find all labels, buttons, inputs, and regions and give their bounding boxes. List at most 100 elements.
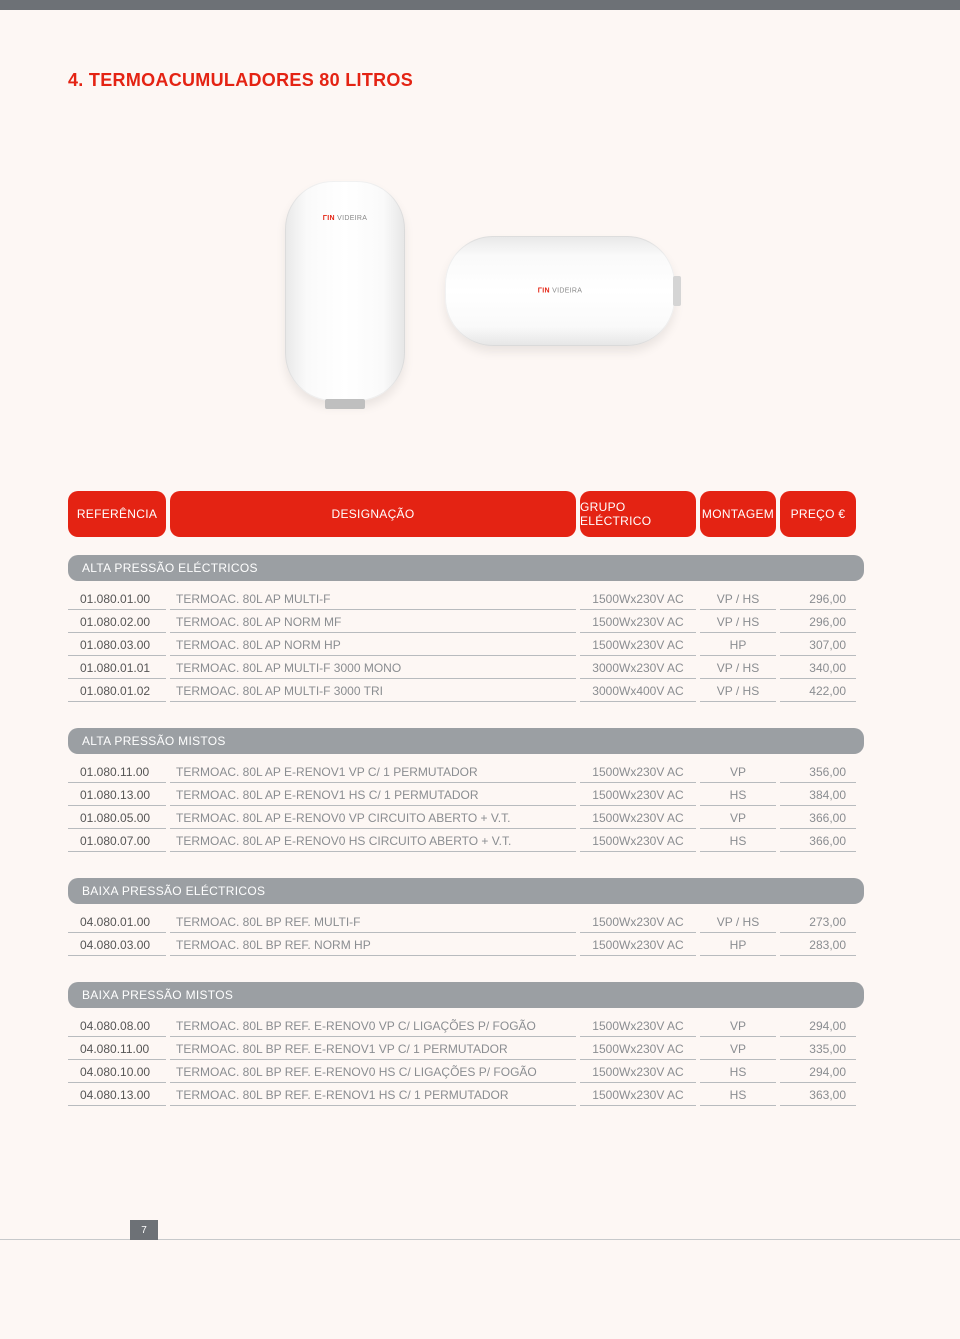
cell-grupo: 1500Wx230V AC (580, 829, 696, 852)
cell-preco: 363,00 (780, 1083, 856, 1106)
cell-montagem: HP (700, 933, 776, 956)
section-block: ALTA PRESSÃO ELÉCTRICOS01.080.01.00TERMO… (68, 555, 892, 702)
cell-montagem: VP / HS (700, 656, 776, 679)
page-content: 4. TERMOACUMULADORES 80 LITROS ΓΙΝ VIDEI… (0, 10, 960, 1106)
cell-referencia: 01.080.01.01 (68, 656, 166, 679)
page-number: 7 (130, 1220, 158, 1240)
table-row: 01.080.01.00TERMOAC. 80L AP MULTI-F1500W… (68, 587, 892, 610)
sections-container: ALTA PRESSÃO ELÉCTRICOS01.080.01.00TERMO… (68, 555, 892, 1106)
cell-montagem: HP (700, 633, 776, 656)
cell-montagem: VP (700, 1037, 776, 1060)
header-grupo: GRUPO ELÉCTRICO (580, 491, 696, 537)
cell-grupo: 1500Wx230V AC (580, 633, 696, 656)
table-row: 01.080.01.02TERMOAC. 80L AP MULTI-F 3000… (68, 679, 892, 702)
cell-designacao: TERMOAC. 80L BP REF. NORM HP (170, 933, 576, 956)
brand-name: VIDEIRA (337, 215, 367, 222)
cell-preco: 366,00 (780, 806, 856, 829)
cell-montagem: HS (700, 1060, 776, 1083)
cell-designacao: TERMOAC. 80L AP MULTI-F 3000 MONO (170, 656, 576, 679)
cell-preco: 422,00 (780, 679, 856, 702)
column-headers: REFERÊNCIA DESIGNAÇÃO GRUPO ELÉCTRICO MO… (68, 491, 892, 537)
table-row: 01.080.01.01TERMOAC. 80L AP MULTI-F 3000… (68, 656, 892, 679)
table-row: 04.080.03.00TERMOAC. 80L BP REF. NORM HP… (68, 933, 892, 956)
table-row: 01.080.13.00TERMOAC. 80L AP E-RENOV1 HS … (68, 783, 892, 806)
cell-montagem: VP (700, 806, 776, 829)
cell-grupo: 1500Wx230V AC (580, 1037, 696, 1060)
cell-preco: 356,00 (780, 760, 856, 783)
table-row: 04.080.11.00TERMOAC. 80L BP REF. E-RENOV… (68, 1037, 892, 1060)
cell-referencia: 01.080.02.00 (68, 610, 166, 633)
cell-montagem: HS (700, 783, 776, 806)
cell-designacao: TERMOAC. 80L AP MULTI-F (170, 587, 576, 610)
section-header: BAIXA PRESSÃO ELÉCTRICOS (68, 878, 864, 904)
cell-preco: 294,00 (780, 1014, 856, 1037)
cell-designacao: TERMOAC. 80L AP MULTI-F 3000 TRI (170, 679, 576, 702)
cell-referencia: 01.080.01.02 (68, 679, 166, 702)
page-title: 4. TERMOACUMULADORES 80 LITROS (68, 70, 892, 91)
brand-name: VIDEIRA (552, 288, 582, 295)
table-row: 01.080.07.00TERMOAC. 80L AP E-RENOV0 HS … (68, 829, 892, 852)
table-row: 04.080.01.00TERMOAC. 80L BP REF. MULTI-F… (68, 910, 892, 933)
table-row: 01.080.02.00TERMOAC. 80L AP NORM MF1500W… (68, 610, 892, 633)
cell-montagem: HS (700, 1083, 776, 1106)
cell-referencia: 01.080.03.00 (68, 633, 166, 656)
cell-designacao: TERMOAC. 80L BP REF. MULTI-F (170, 910, 576, 933)
cell-preco: 384,00 (780, 783, 856, 806)
cell-designacao: TERMOAC. 80L AP E-RENOV1 VP C/ 1 PERMUTA… (170, 760, 576, 783)
cell-preco: 296,00 (780, 610, 856, 633)
header-referencia: REFERÊNCIA (68, 491, 166, 537)
brand-prefix: ΓΙΝ (538, 288, 550, 295)
cell-grupo: 1500Wx230V AC (580, 783, 696, 806)
section-block: BAIXA PRESSÃO MISTOS 04.080.08.00TERMOAC.… (68, 982, 892, 1106)
cell-grupo: 1500Wx230V AC (580, 806, 696, 829)
cell-preco: 307,00 (780, 633, 856, 656)
cell-grupo: 3000Wx230V AC (580, 656, 696, 679)
brand-label: ΓΙΝ VIDEIRA (323, 215, 367, 222)
cell-montagem: VP / HS (700, 610, 776, 633)
cell-montagem: VP / HS (700, 679, 776, 702)
section-block: BAIXA PRESSÃO ELÉCTRICOS 04.080.01.00TERM… (68, 878, 892, 956)
cell-referencia: 04.080.01.00 (68, 910, 166, 933)
heater-vertical-image: ΓΙΝ VIDEIRA (285, 181, 405, 401)
cell-designacao: TERMOAC. 80L BP REF. E-RENOV0 VP C/ LIGA… (170, 1014, 576, 1037)
cell-referencia: 01.080.07.00 (68, 829, 166, 852)
cell-preco: 283,00 (780, 933, 856, 956)
cell-preco: 294,00 (780, 1060, 856, 1083)
table-row: 04.080.08.00TERMOAC. 80L BP REF. E-RENOV… (68, 1014, 892, 1037)
brand-prefix: ΓΙΝ (323, 215, 335, 222)
section-header: ALTA PRESSÃO MISTOS (68, 728, 864, 754)
table-row: 01.080.03.00TERMOAC. 80L AP NORM HP1500W… (68, 633, 892, 656)
table-row: 01.080.11.00TERMOAC. 80L AP E-RENOV1 VP … (68, 760, 892, 783)
cell-designacao: TERMOAC. 80L AP NORM HP (170, 633, 576, 656)
cell-montagem: VP / HS (700, 587, 776, 610)
section-header: BAIXA PRESSÃO MISTOS (68, 982, 864, 1008)
table-row: 04.080.13.00TERMOAC. 80L BP REF. E-RENOV… (68, 1083, 892, 1106)
cell-referencia: 01.080.05.00 (68, 806, 166, 829)
cell-referencia: 04.080.10.00 (68, 1060, 166, 1083)
cell-montagem: VP (700, 760, 776, 783)
cell-preco: 340,00 (780, 656, 856, 679)
header-montagem: MONTAGEM (700, 491, 776, 537)
heater-horizontal-image: ΓΙΝ VIDEIRA (445, 236, 675, 346)
cell-grupo: 1500Wx230V AC (580, 760, 696, 783)
cell-montagem: VP / HS (700, 910, 776, 933)
brand-label: ΓΙΝ VIDEIRA (538, 288, 582, 295)
cell-grupo: 1500Wx230V AC (580, 610, 696, 633)
header-designacao: DESIGNAÇÃO (170, 491, 576, 537)
cell-designacao: TERMOAC. 80L BP REF. E-RENOV1 HS C/ 1 PE… (170, 1083, 576, 1106)
cell-referencia: 01.080.11.00 (68, 760, 166, 783)
cell-referencia: 04.080.03.00 (68, 933, 166, 956)
cell-preco: 335,00 (780, 1037, 856, 1060)
section-block: ALTA PRESSÃO MISTOS01.080.11.00TERMOAC. … (68, 728, 892, 852)
table-row: 01.080.05.00TERMOAC. 80L AP E-RENOV0 VP … (68, 806, 892, 829)
cell-montagem: HS (700, 829, 776, 852)
cell-designacao: TERMOAC. 80L AP NORM MF (170, 610, 576, 633)
section-header: ALTA PRESSÃO ELÉCTRICOS (68, 555, 864, 581)
cell-referencia: 01.080.01.00 (68, 587, 166, 610)
cell-grupo: 1500Wx230V AC (580, 910, 696, 933)
cell-designacao: TERMOAC. 80L AP E-RENOV0 HS CIRCUITO ABE… (170, 829, 576, 852)
cell-designacao: TERMOAC. 80L AP E-RENOV0 VP CIRCUITO ABE… (170, 806, 576, 829)
cell-designacao: TERMOAC. 80L AP E-RENOV1 HS C/ 1 PERMUTA… (170, 783, 576, 806)
cell-referencia: 04.080.11.00 (68, 1037, 166, 1060)
header-preco: PREÇO € (780, 491, 856, 537)
